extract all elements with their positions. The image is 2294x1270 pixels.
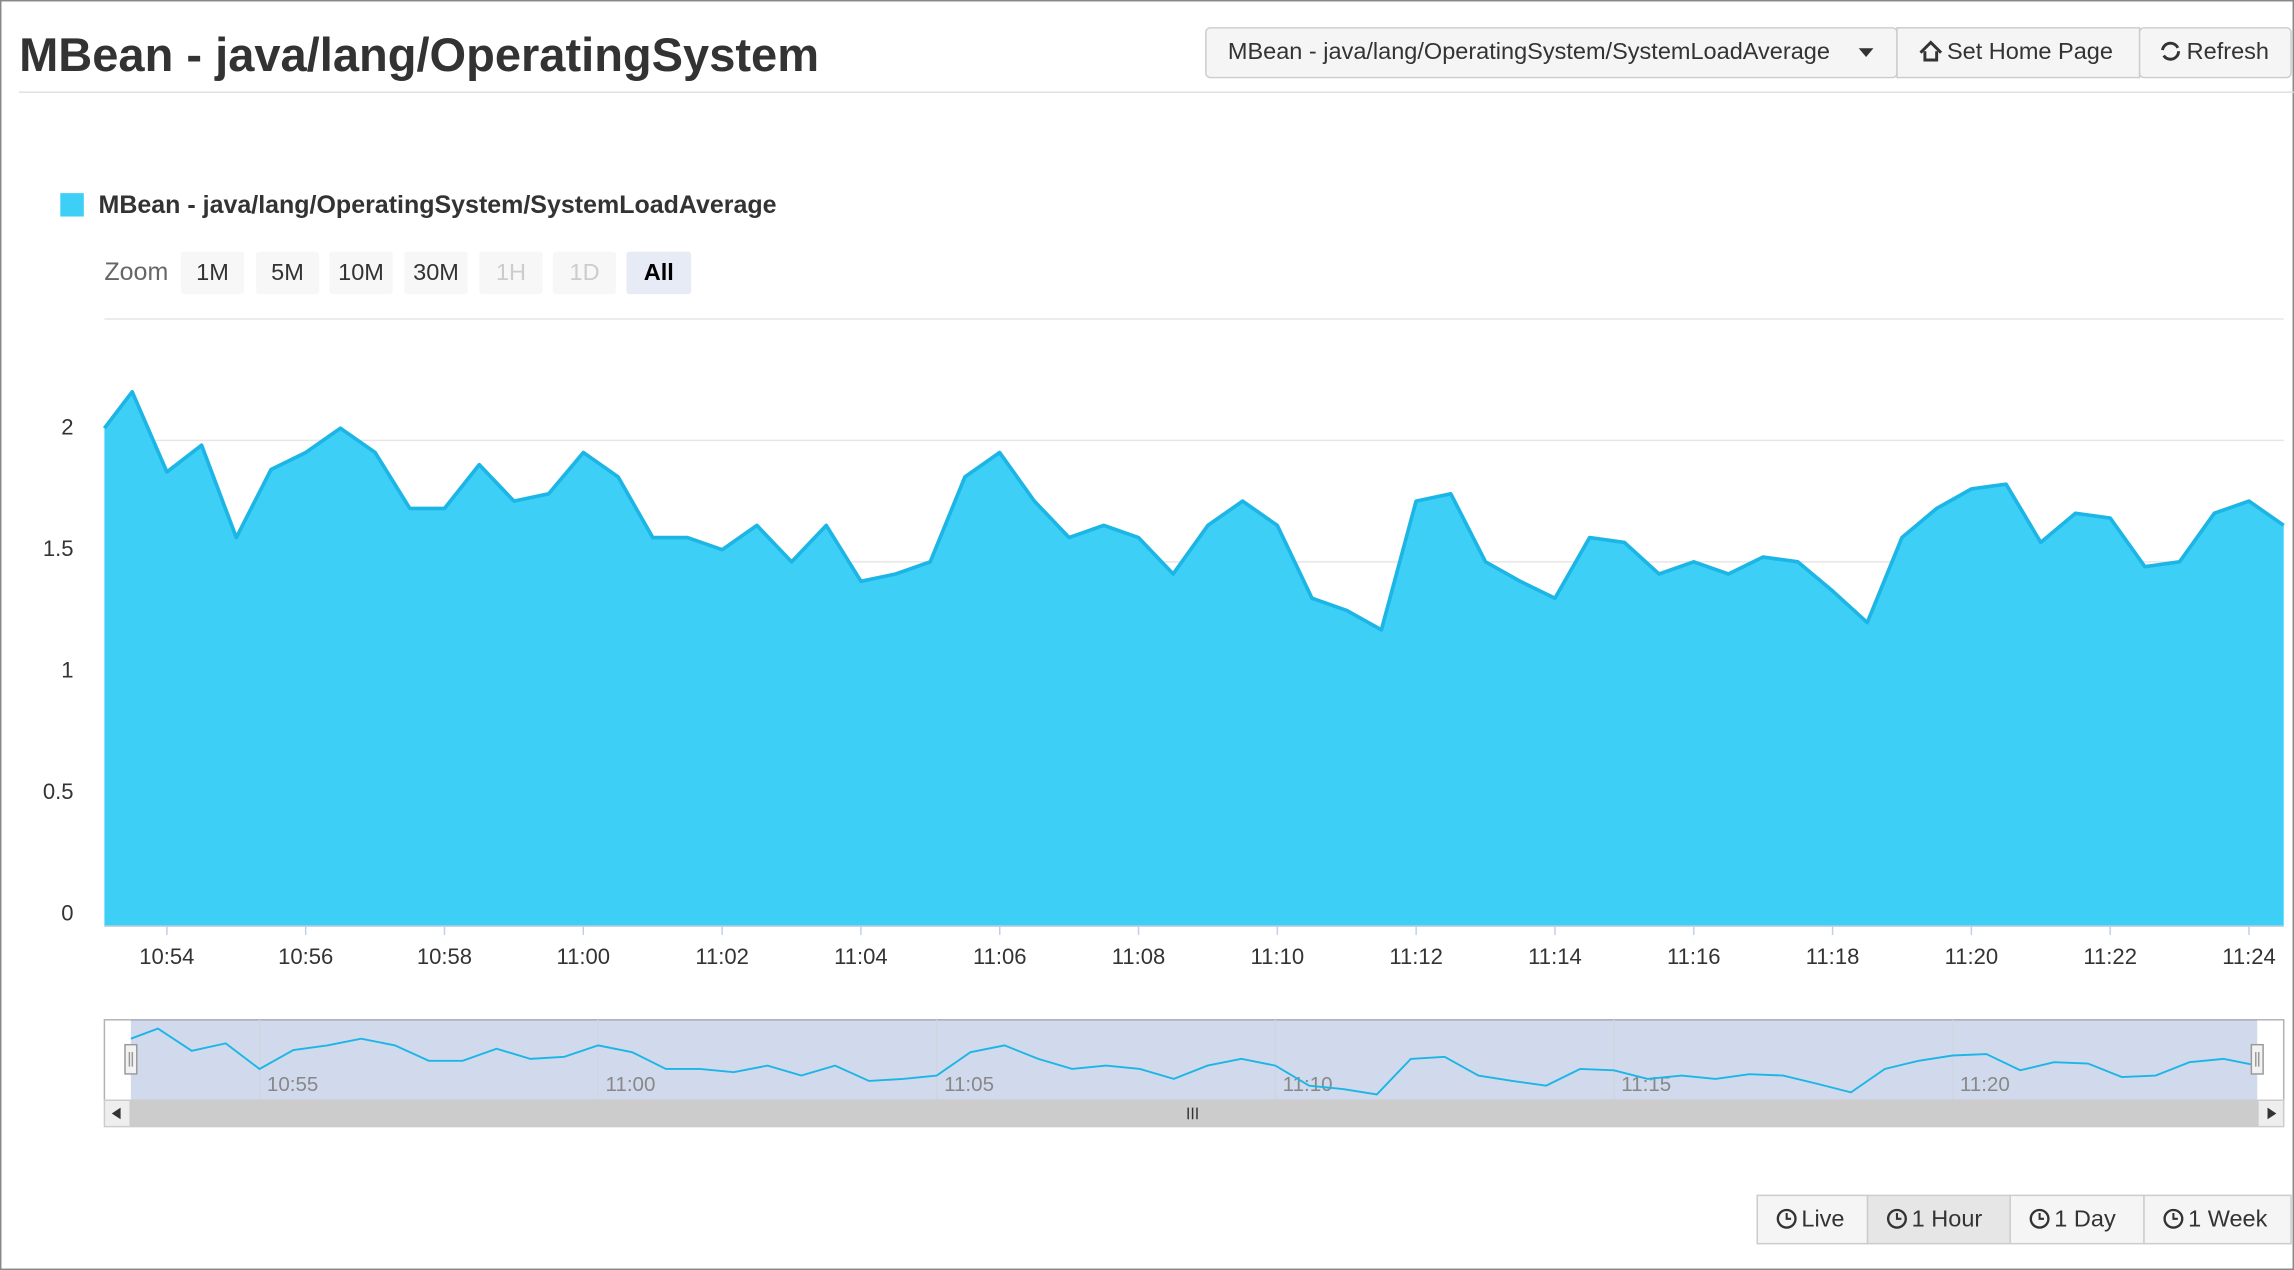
clock-hands (1895, 1212, 1902, 1220)
navigator-tick-label: 11:20 (1960, 1073, 2010, 1096)
zoom-button[interactable] (404, 251, 468, 295)
x-tick-label: 11:10 (1251, 944, 1305, 969)
clock-hands (1785, 1212, 1792, 1220)
navigator-tick-label: 11:00 (605, 1073, 655, 1096)
page-title: MBean - java/lang/OperatingSystem (19, 29, 819, 81)
range-button-label[interactable]: Live (1801, 1205, 1844, 1231)
y-tick-label: 2 (61, 415, 73, 440)
zoom-button-label[interactable]: 5M (271, 259, 304, 285)
chart: 1M 5M 10M 30M 1H 1D All 0 0.5 1 1.5 2 10:54 10:56 10:5… (43, 251, 2292, 1245)
dropdown[interactable]: MBean - java/lang/OperatingSystem/System… (1205, 27, 1898, 79)
navigator-mask[interactable] (130, 1019, 2258, 1101)
zoom-button-label[interactable]: 30M (413, 259, 459, 285)
clock-hands (2172, 1212, 2178, 1220)
zoom-button (479, 251, 543, 295)
range-button-label[interactable]: 1 Week (2188, 1205, 2268, 1231)
zoom-button[interactable] (255, 251, 320, 295)
clock-hands (2038, 1212, 2045, 1220)
y-tick-label: 1.5 (43, 536, 74, 561)
zoom-button[interactable] (329, 251, 393, 295)
navigator-line (130, 1027, 2258, 1096)
x-tick-label: 11:16 (1667, 944, 1721, 969)
x-tick-label: 10:54 (139, 944, 194, 969)
legend-label[interactable]: MBean - java/lang/OperatingSystem/System… (99, 191, 777, 219)
x-tick-label: 11:14 (1528, 944, 1582, 969)
refresh-button[interactable]: Refresh (2138, 27, 2292, 79)
refresh-icon (2160, 41, 2181, 61)
dropdown-label[interactable]: MBean - java/lang/OperatingSystem/System… (1228, 38, 1830, 64)
zoom-label: Zoom (104, 258, 168, 286)
clock-icon (1776, 1208, 1797, 1229)
home-icon (1919, 40, 1943, 62)
zoom-button-label[interactable]: 10M (338, 259, 384, 285)
refresh-box[interactable] (2138, 27, 2292, 79)
y-tick-label: 0.5 (43, 779, 74, 804)
refresh-label[interactable]: Refresh (2187, 38, 2269, 64)
home-label[interactable]: Set Home Page (1947, 38, 2113, 64)
range-button-label[interactable]: 1 Hour (1912, 1205, 1983, 1231)
scrollbar-thumb[interactable] (129, 1100, 2259, 1127)
home-button[interactable]: Set Home Page (1896, 27, 2141, 79)
range-button[interactable] (2009, 1194, 2145, 1245)
navigator-tick-label: 11:05 (944, 1073, 994, 1096)
range-button[interactable] (2143, 1194, 2292, 1245)
navigator-handle[interactable] (2250, 1043, 2264, 1075)
scroll-left-arrow[interactable] (111, 1107, 121, 1120)
scrollbar-grip (1187, 1107, 1198, 1120)
clock-icon (1886, 1208, 1907, 1229)
x-tick-label: 11:00 (557, 944, 611, 969)
navigator-tick-label: 11:15 (1621, 1073, 1671, 1096)
zoom-button[interactable] (626, 251, 692, 295)
legend-swatch (60, 193, 84, 217)
navigator-handle[interactable] (124, 1043, 138, 1075)
zoom-button-label[interactable]: 1M (196, 259, 229, 285)
x-tick-label: 10:56 (278, 944, 333, 969)
x-tick-label: 11:18 (1806, 944, 1860, 969)
zoom-button-label: 1H (496, 259, 526, 285)
y-tick-label: 0 (61, 900, 73, 925)
x-tick-label: 11:12 (1389, 944, 1443, 969)
caret (1858, 48, 1874, 58)
x-tick-label: 11:24 (2222, 944, 2276, 969)
navigator-tick-label: 10:55 (267, 1073, 318, 1096)
scroll-right-arrow[interactable] (2267, 1107, 2277, 1120)
x-tick-label: 11:08 (1112, 944, 1166, 969)
range-button-label[interactable]: 1 Day (2054, 1205, 2116, 1231)
navigator-handle-grip (2255, 1051, 2260, 1067)
x-tick-label: 10:58 (417, 944, 472, 969)
clock-icon (2163, 1208, 2184, 1229)
clock-icon (2029, 1208, 2050, 1229)
x-tick-label: 11:06 (973, 944, 1027, 969)
area-line (102, 389, 2285, 632)
area (104, 391, 2284, 927)
x-tick-label: 11:22 (2083, 944, 2137, 969)
x-tick-label: 11:04 (834, 944, 888, 969)
range-button[interactable] (1866, 1194, 2011, 1245)
zoom-button (552, 251, 617, 295)
x-tick-label: 11:02 (695, 944, 749, 969)
range-button[interactable] (1756, 1194, 1869, 1245)
zoom-button[interactable] (180, 251, 245, 295)
zoom-button-label: 1D (569, 259, 599, 285)
navigator-handle-grip (128, 1051, 134, 1067)
x-tick-label: 11:20 (1945, 944, 1999, 969)
zoom-button-label[interactable]: All (644, 259, 674, 285)
y-tick-label: 1 (61, 657, 73, 682)
